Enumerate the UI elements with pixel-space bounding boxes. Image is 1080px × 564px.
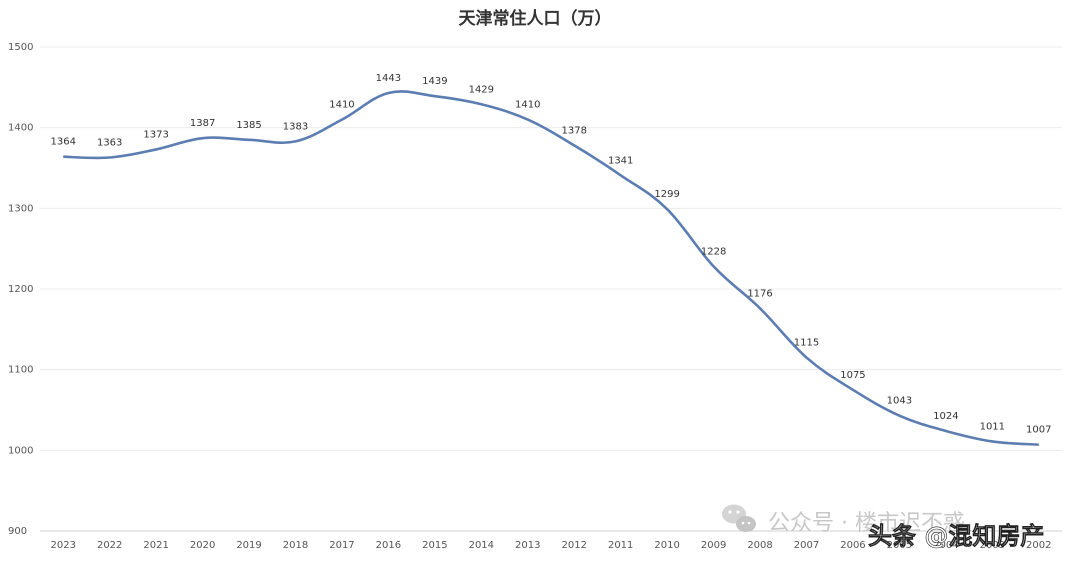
data-label: 1383 bbox=[283, 121, 308, 132]
data-labels: 1364 1363 1373 1387 1385 1383 1410 1443 1439 1429… bbox=[51, 73, 1052, 436]
data-label: 1115 bbox=[794, 338, 819, 349]
data-label: 1385 bbox=[236, 120, 261, 131]
wechat-icon bbox=[722, 504, 756, 532]
x-tick-label: 2005 bbox=[887, 540, 912, 551]
x-tick-label: 2017 bbox=[329, 540, 354, 551]
x-tick-label: 2014 bbox=[469, 540, 494, 551]
data-label: 1364 bbox=[51, 137, 76, 148]
y-tick-label: 1400 bbox=[8, 123, 33, 134]
y-tick-label: 1300 bbox=[8, 203, 33, 214]
data-label: 1341 bbox=[608, 155, 633, 166]
data-label: 1299 bbox=[654, 189, 679, 200]
x-tick-label: 2003 bbox=[980, 540, 1005, 551]
data-label: 1373 bbox=[143, 129, 168, 140]
x-tick-label: 2023 bbox=[51, 540, 76, 551]
x-tick-label: 2010 bbox=[654, 540, 679, 551]
x-tick-label: 2011 bbox=[608, 540, 633, 551]
data-label: 1043 bbox=[887, 396, 912, 407]
data-label: 1011 bbox=[980, 421, 1005, 432]
grid-lines bbox=[40, 46, 1062, 532]
x-tick-label: 2009 bbox=[701, 540, 726, 551]
data-label: 1363 bbox=[97, 138, 122, 149]
data-label: 1387 bbox=[190, 118, 215, 129]
y-tick-label: 1000 bbox=[8, 445, 33, 456]
y-tick-label: 900 bbox=[8, 526, 27, 537]
x-tick-label: 2002 bbox=[1026, 540, 1051, 551]
data-label: 1007 bbox=[1026, 425, 1051, 436]
chart-title: 天津常住人口（万） bbox=[459, 8, 612, 29]
y-tick-label: 1500 bbox=[8, 42, 33, 53]
toutiao-watermark-text: 头条 @混知房产 bbox=[868, 522, 1044, 550]
data-label: 1024 bbox=[933, 411, 958, 422]
x-tick-label: 2013 bbox=[515, 540, 540, 551]
x-axis: 2023 2022 2021 2020 2019 2018 2017 2016 2015 2014… bbox=[51, 540, 1052, 551]
data-label: 1176 bbox=[747, 288, 772, 299]
series-line bbox=[63, 90, 1039, 446]
data-label: 1410 bbox=[329, 100, 354, 111]
x-tick-label: 2016 bbox=[376, 540, 401, 551]
x-tick-label: 2006 bbox=[840, 540, 865, 551]
x-tick-label: 2022 bbox=[97, 540, 122, 551]
data-label: 1075 bbox=[840, 370, 865, 381]
x-tick-label: 2021 bbox=[143, 540, 168, 551]
y-tick-label: 1100 bbox=[8, 365, 33, 376]
data-label: 1429 bbox=[469, 84, 494, 95]
data-label: 1443 bbox=[376, 73, 401, 84]
x-tick-label: 2012 bbox=[562, 540, 587, 551]
x-tick-label: 2020 bbox=[190, 540, 215, 551]
series bbox=[63, 90, 1039, 446]
data-label: 1378 bbox=[562, 125, 587, 136]
y-tick-label: 1200 bbox=[8, 284, 33, 295]
y-axis: 900 1000 1100 1200 1300 1400 1500 bbox=[8, 42, 33, 537]
x-tick-label: 2008 bbox=[747, 540, 772, 551]
data-label: 1228 bbox=[701, 246, 726, 257]
x-tick-label: 2004 bbox=[933, 540, 958, 551]
watermark: 公众号 · 楼市迟不惑 头条 @混知房产 bbox=[722, 504, 1045, 550]
wechat-watermark-text: 公众号 · 楼市迟不惑 bbox=[768, 511, 965, 536]
data-label: 1439 bbox=[422, 76, 447, 87]
x-tick-label: 2018 bbox=[283, 540, 308, 551]
x-tick-label: 2019 bbox=[236, 540, 261, 551]
data-label: 1410 bbox=[515, 100, 540, 111]
x-tick-label: 2015 bbox=[422, 540, 447, 551]
x-tick-label: 2007 bbox=[794, 540, 819, 551]
